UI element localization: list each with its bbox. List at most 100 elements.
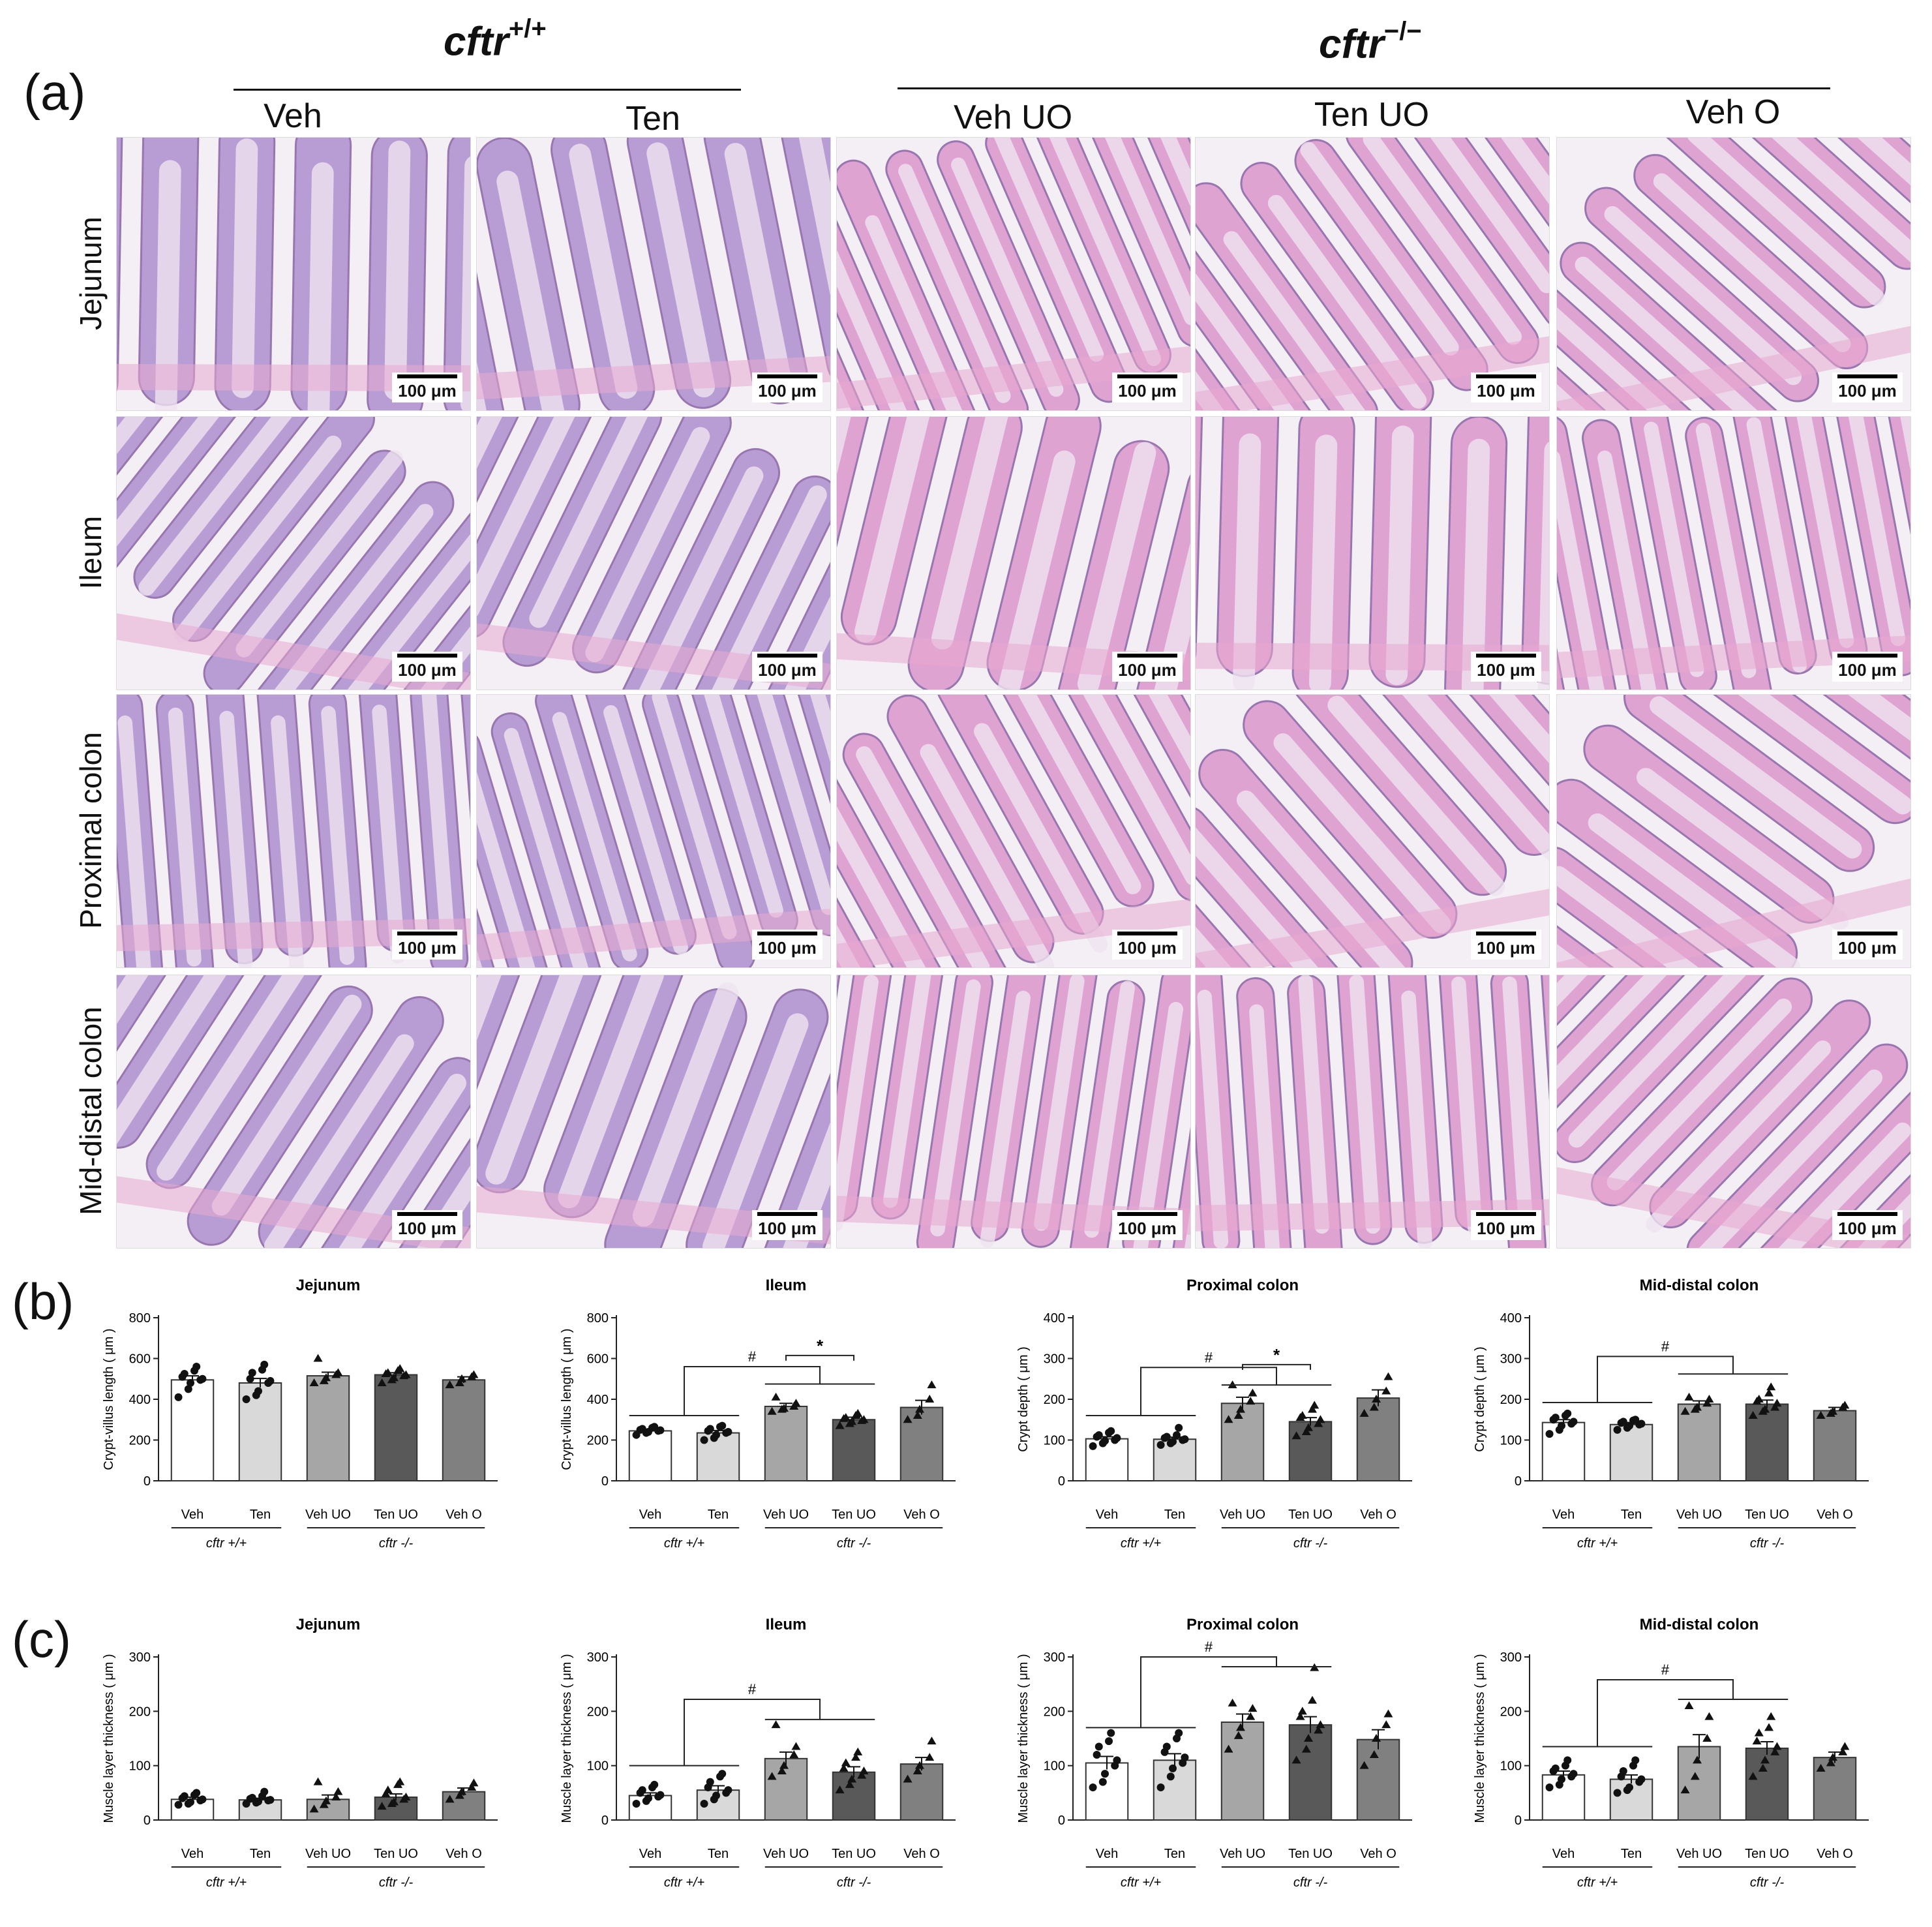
scale-bar-line [1837,932,1897,935]
x-tick-label: Ten [1164,1508,1185,1522]
scale-bar: 100 μm [752,930,823,960]
micrograph-art [1196,695,1549,967]
data-point [1166,1772,1175,1781]
data-point [700,1436,708,1444]
y-tick-label: 200 [1500,1393,1522,1407]
significance-label: # [748,1348,757,1365]
data-point [1563,1756,1572,1765]
bar-veh-uo [1677,1403,1721,1481]
significance-label: * [817,1336,824,1356]
data-point [915,1404,924,1413]
data-point [1558,1421,1565,1430]
scale-bar: 100 μm [1471,652,1541,682]
scale-bar-label: 100 μm [1118,381,1177,401]
x-tick-label: Veh [1552,1508,1575,1522]
bar-veh [1085,1438,1129,1481]
data-point [1295,1712,1305,1720]
y-tick-label: 200 [1044,1393,1065,1407]
data-point [1758,1763,1768,1772]
y-tick-label: 300 [1044,1352,1065,1367]
data-point [1828,1753,1837,1761]
x-tick-label: Ten [1621,1508,1642,1522]
data-point [457,1374,466,1382]
group-label-ko: cftr -/- [837,1536,871,1551]
data-point [1316,1415,1325,1423]
scale-bar-label: 100 μm [398,1219,457,1238]
data-point [1359,1761,1369,1769]
scale-bar: 100 μm [392,372,462,402]
data-point [1314,1419,1323,1427]
data-point [847,1417,856,1425]
data-point [1301,1427,1311,1435]
y-tick-label: 200 [1044,1705,1065,1719]
scale-bar-label: 100 μm [1838,381,1897,401]
significance-label: # [1661,1338,1670,1354]
scale-bar: 100 μm [1832,372,1903,402]
data-point [1551,1764,1560,1772]
significance-label: # [1205,1349,1213,1365]
row-header-1: Ileum [74,515,108,590]
scale-bar: 100 μm [1112,652,1183,682]
scale-bar-line [397,1212,457,1216]
group-label-wt: cftr +/+ [206,1875,247,1890]
data-point [1569,1770,1578,1778]
data-point [246,1374,254,1383]
column-header-1: Ten [626,100,680,138]
data-point [1291,1431,1301,1440]
data-point [1233,1731,1243,1739]
data-point [1840,1401,1850,1409]
data-point [632,1800,641,1808]
data-point [1772,1742,1782,1750]
x-tick-label: Veh [639,1847,661,1861]
data-point [1772,1399,1782,1407]
bar-veh-o [442,1791,486,1821]
data-point [791,1742,801,1750]
data-point [1169,1764,1177,1772]
genotype-wt-header: cftr+/+ [444,14,547,65]
data-point [467,1783,477,1791]
scale-bar: 100 μm [392,1210,462,1240]
micrograph-art [837,138,1190,410]
micrograph-2-0: 100 μm [116,694,471,968]
data-point [1224,1415,1233,1423]
data-point [254,1387,262,1395]
micrograph-3-0: 100 μm [116,975,471,1249]
data-point [718,1421,727,1430]
data-point [401,1793,411,1800]
x-tick-label: Veh O [445,1508,482,1522]
data-point [925,1395,935,1403]
data-point [1558,1775,1565,1783]
data-point [1372,1734,1381,1742]
scale-bar: 100 μm [1112,372,1183,402]
chart-title: Jejunum [296,1616,361,1633]
x-tick-label: Ten [1621,1847,1642,1861]
group-label-wt: cftr +/+ [1121,1536,1161,1551]
micrograph-art [837,417,1190,690]
scale-bar: 100 μm [1471,1210,1541,1240]
x-tick-label: Ten UO [832,1847,876,1861]
x-tick-label: Veh O [1817,1508,1853,1522]
y-tick-label: 400 [1500,1311,1522,1326]
data-point [767,1406,777,1415]
data-point [925,1753,935,1761]
error-bar [847,1766,860,1778]
y-tick-label: 600 [129,1352,151,1367]
error-bar [389,1793,402,1800]
chart-c-1: Ileum Muscle layer thickness ( μm ) 0 100 20… [560,1616,956,1890]
data-point [192,1363,201,1371]
data-point [903,1415,913,1423]
y-tick-label: 200 [587,1705,609,1719]
scale-bar-line [757,374,817,378]
chart-title: Proximal colon [1186,1277,1299,1294]
chart-title: Ileum [766,1616,807,1633]
data-point [1089,1783,1097,1791]
scale-bar-label: 100 μm [1838,938,1897,958]
micrograph-2-4: 100 μm [1556,694,1911,968]
chart-c-3: Mid-distal colon Muscle layer thickness (… [1473,1616,1869,1890]
data-point [1228,1698,1237,1707]
data-point [1637,1775,1646,1783]
micrograph-art [1557,975,1910,1248]
micrograph-2-2: 100 μm [836,694,1191,968]
data-point [260,1787,269,1796]
y-tick-label: 300 [587,1650,609,1665]
